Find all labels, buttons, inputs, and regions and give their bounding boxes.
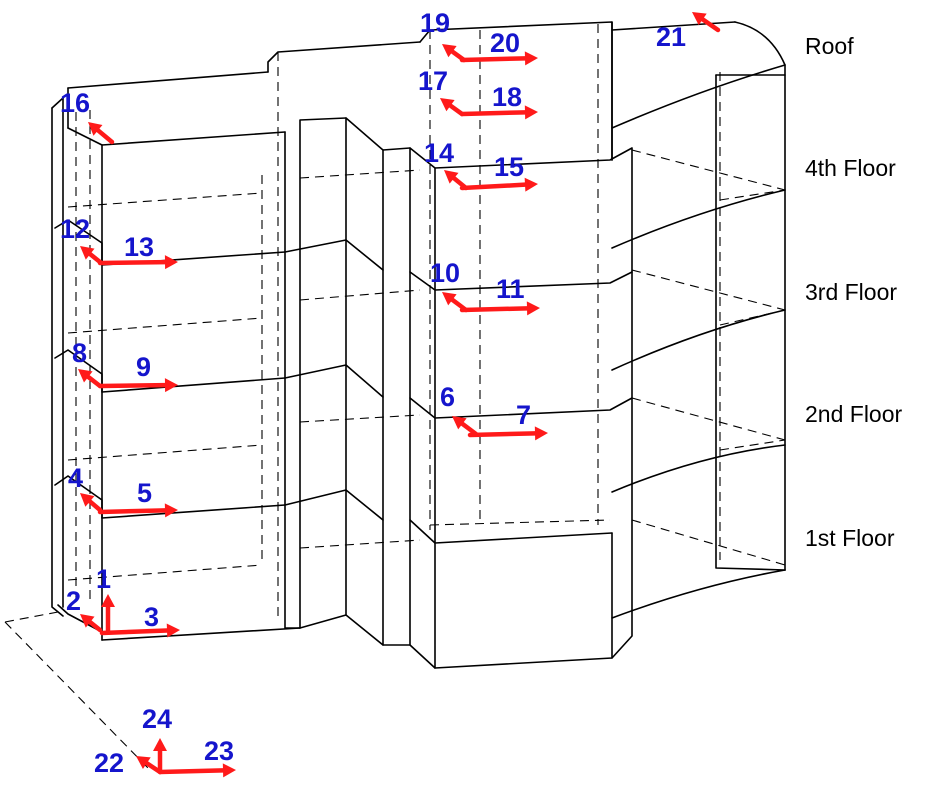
sensor-number-20: 20 bbox=[490, 28, 520, 58]
sensor-arrow-4-shaft bbox=[87, 499, 103, 513]
sensor-arrow-24-head bbox=[153, 738, 167, 751]
sensor-number-13: 13 bbox=[124, 232, 154, 262]
sensor-arrow-20-head bbox=[524, 51, 538, 66]
floor-labels: Roof 4th Floor 3rd Floor 2nd Floor 1st F… bbox=[805, 33, 903, 551]
floor-label-4th: 4th Floor bbox=[805, 155, 896, 181]
floor-label-2nd: 2nd Floor bbox=[805, 401, 903, 427]
sensor-arrow-18-head bbox=[524, 105, 538, 120]
sensor-number-12: 12 bbox=[60, 214, 90, 244]
sensor-arrow-2-shaft bbox=[87, 619, 103, 633]
sensor-number-2: 2 bbox=[66, 586, 81, 616]
sensor-arrow-19-head bbox=[442, 44, 457, 58]
sensor-number-1: 1 bbox=[96, 564, 111, 594]
sensor-arrow-2-head bbox=[80, 614, 95, 628]
sensor-arrow-9-shaft bbox=[97, 382, 168, 389]
floor-label-1st: 1st Floor bbox=[805, 525, 895, 551]
sensor-arrow-13-shaft bbox=[97, 259, 168, 266]
sensor-arrow-20-shaft bbox=[459, 56, 528, 63]
sensor-arrow-5-head bbox=[164, 503, 178, 518]
sensor-arrow-23-shaft bbox=[157, 768, 226, 775]
sensor-arrow-22-head bbox=[136, 756, 151, 770]
floor-label-roof: Roof bbox=[805, 33, 854, 59]
floor-label-3rd: 3rd Floor bbox=[805, 279, 897, 305]
left-wing-frame bbox=[51, 71, 301, 641]
sensor-arrow-11-head bbox=[526, 301, 540, 316]
sensor-number-18: 18 bbox=[492, 82, 522, 112]
sensor-arrow-21-head bbox=[692, 12, 707, 26]
sensor-number-8: 8 bbox=[72, 338, 87, 368]
middle-tower-frame bbox=[409, 21, 633, 669]
sensor-numbers: 1 2 3 4 5 6 7 8 9 10 11 12 13 14 15 16 1… bbox=[60, 8, 686, 778]
sensor-arrow-3-head bbox=[166, 623, 180, 638]
ground-reference bbox=[4, 611, 151, 771]
sensor-arrow-10-head bbox=[442, 292, 457, 306]
sensor-number-10: 10 bbox=[430, 258, 460, 288]
sensor-number-19: 19 bbox=[420, 8, 450, 38]
sensor-arrow-8-shaft bbox=[86, 374, 103, 389]
sensor-arrow-6-shaft bbox=[460, 421, 479, 437]
right-wing-frame bbox=[611, 21, 786, 619]
sensor-arrow-21-shaft bbox=[700, 17, 721, 33]
sensor-arrow-12-shaft bbox=[87, 251, 103, 265]
sensor-number-3: 3 bbox=[144, 602, 159, 632]
sensor-number-21: 21 bbox=[656, 22, 686, 52]
sensor-arrow-6-head bbox=[452, 416, 467, 430]
sensor-arrow-17-head bbox=[440, 98, 455, 112]
sensor-arrow-5-shaft bbox=[97, 508, 168, 515]
sensor-arrow-4-head bbox=[80, 493, 95, 507]
sensor-arrow-11-shaft bbox=[459, 306, 530, 313]
sensor-arrow-14-head bbox=[444, 170, 459, 184]
sensor-arrow-7-shaft bbox=[467, 431, 538, 438]
sensor-number-24: 24 bbox=[142, 704, 172, 734]
sensor-arrow-23-head bbox=[222, 763, 236, 778]
sensor-arrow-9-head bbox=[164, 378, 178, 393]
sensor-arrow-18-shaft bbox=[459, 110, 528, 117]
sensor-number-7: 7 bbox=[516, 400, 531, 430]
sensor-arrow-16-shaft bbox=[95, 128, 115, 145]
sensor-arrows bbox=[78, 12, 721, 778]
sensor-number-11: 11 bbox=[496, 274, 525, 304]
sensor-arrow-16-head bbox=[88, 122, 103, 136]
sensor-number-23: 23 bbox=[204, 736, 234, 766]
sensor-number-6: 6 bbox=[440, 382, 455, 412]
sensor-arrow-8-head bbox=[78, 369, 93, 383]
middle-link-frame bbox=[261, 41, 421, 646]
sensor-number-15: 15 bbox=[494, 152, 524, 182]
sensor-number-14: 14 bbox=[424, 138, 454, 168]
sensor-arrow-13-head bbox=[164, 255, 178, 270]
sensor-arrow-7-head bbox=[534, 426, 548, 441]
sensor-number-17: 17 bbox=[418, 66, 448, 96]
sensor-arrow-17-shaft bbox=[448, 103, 465, 117]
sensor-arrow-3-shaft bbox=[99, 628, 170, 636]
sensor-arrow-15-head bbox=[524, 177, 538, 192]
sensor-number-5: 5 bbox=[137, 478, 152, 508]
sensor-number-22: 22 bbox=[94, 748, 124, 778]
sensor-arrow-1-head bbox=[101, 594, 115, 607]
sensor-arrow-15-shaft bbox=[459, 182, 528, 191]
sensor-number-4: 4 bbox=[68, 463, 83, 493]
sensor-number-9: 9 bbox=[136, 352, 151, 382]
sensor-number-16: 16 bbox=[60, 88, 90, 118]
sensor-arrow-12-head bbox=[80, 246, 95, 260]
